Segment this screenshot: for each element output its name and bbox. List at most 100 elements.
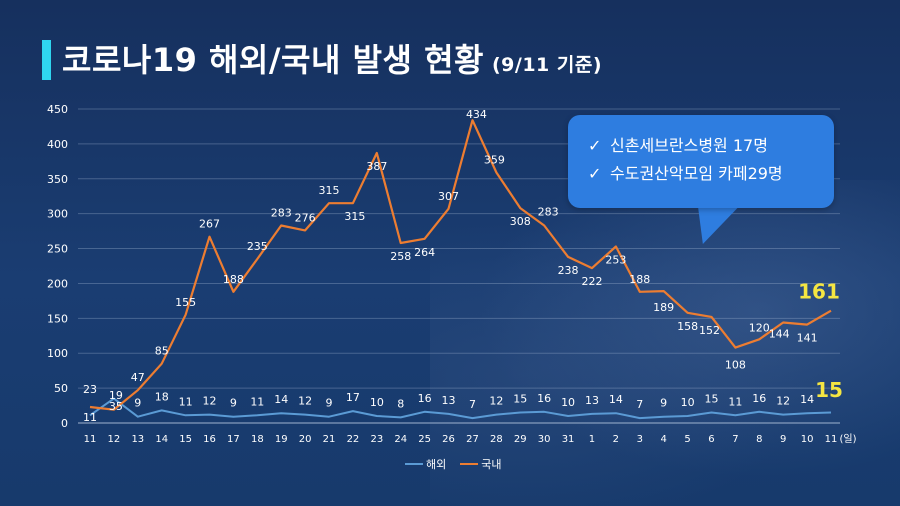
legend-swatch <box>460 463 479 465</box>
legend-label: 해외 <box>426 458 447 471</box>
data-label-overseas: 15 <box>815 378 843 402</box>
y-tick-label: 450 <box>47 103 68 116</box>
x-tick-label: 13 <box>131 434 144 445</box>
data-label-overseas: 10 <box>370 396 384 409</box>
y-tick-label: 0 <box>61 417 68 430</box>
x-tick-label: 21 <box>323 434 336 445</box>
data-label-overseas: 13 <box>442 394 456 407</box>
data-label-overseas: 11 <box>728 395 742 408</box>
x-tick-label: 16 <box>203 434 216 445</box>
data-label-domestic: 264 <box>414 246 435 259</box>
data-label-overseas: 18 <box>155 390 169 403</box>
x-tick-label: 3 <box>637 434 643 445</box>
legend-label: 국내 <box>481 458 502 471</box>
x-tick-label: 28 <box>490 434 503 445</box>
data-label-overseas: 12 <box>776 395 790 408</box>
y-tick-label: 250 <box>47 243 68 256</box>
x-tick-label: 24 <box>394 434 407 445</box>
title-subtitle: (9/11 기준) <box>491 54 603 76</box>
data-label-domestic: 144 <box>769 328 790 341</box>
x-tick-label: 1 <box>589 434 595 445</box>
data-label-overseas: 9 <box>326 397 333 410</box>
data-label-domestic: 267 <box>199 218 220 231</box>
data-label-domestic: 188 <box>223 273 244 286</box>
x-tick-label: 14 <box>155 434 168 445</box>
data-label-domestic: 152 <box>699 324 720 337</box>
data-label-domestic: 283 <box>271 207 292 220</box>
data-label-overseas: 10 <box>561 396 575 409</box>
x-tick-label: 8 <box>756 434 762 445</box>
x-tick-label: 5 <box>684 434 690 445</box>
x-tick-label: 10 <box>801 434 814 445</box>
title-accent-bar <box>42 40 51 80</box>
callout-box: ✓ 신촌세브란스병원 17명 ✓ 수도권산악모임 카페29명 <box>568 115 834 208</box>
data-label-overseas: 35 <box>109 400 123 413</box>
x-tick-label: 12 <box>108 434 121 445</box>
data-label-overseas: 11 <box>83 411 97 424</box>
data-label-overseas: 16 <box>752 392 766 405</box>
y-tick-label: 200 <box>47 277 68 290</box>
x-tick-label: 26 <box>442 434 455 445</box>
legend-swatch <box>405 463 423 465</box>
x-tick-label: 30 <box>538 434 551 445</box>
data-label-domestic: 283 <box>538 206 559 219</box>
data-label-overseas: 12 <box>489 395 503 408</box>
legend-item-domestic: 국내 <box>460 456 502 472</box>
data-label-domestic: 315 <box>344 210 365 223</box>
x-tick-label: 11 <box>84 434 97 445</box>
data-label-domestic: 141 <box>797 332 818 345</box>
y-tick-label: 100 <box>47 347 68 360</box>
x-tick-label: 9 <box>780 434 786 445</box>
x-tick-label: 17 <box>227 434 240 445</box>
data-label-overseas: 9 <box>134 397 141 410</box>
data-label-overseas: 7 <box>636 398 643 411</box>
data-label-overseas: 15 <box>513 393 527 406</box>
title-main: 코로나19 해외/국내 발생 현황 <box>62 41 484 79</box>
data-label-domestic: 387 <box>366 160 387 173</box>
x-tick-label: 22 <box>347 434 360 445</box>
page-title: 코로나19 해외/국내 발생 현황 (9/11 기준) <box>62 38 602 82</box>
data-label-overseas: 11 <box>250 395 264 408</box>
y-tick-label: 50 <box>54 382 68 395</box>
x-tick-label: 6 <box>708 434 714 445</box>
x-tick-label: 2 <box>613 434 619 445</box>
data-label-domestic: 23 <box>83 383 97 396</box>
data-label-domestic: 120 <box>749 321 770 334</box>
data-label-overseas: 16 <box>537 392 551 405</box>
x-tick-label: 19 <box>275 434 288 445</box>
data-label-domestic: 434 <box>466 108 487 121</box>
data-label-domestic: 158 <box>677 320 698 333</box>
data-label-domestic: 222 <box>581 275 602 288</box>
data-label-domestic: 188 <box>629 273 650 286</box>
data-label-overseas: 9 <box>660 397 667 410</box>
check-icon: ✓ <box>588 136 602 155</box>
callout-item-text: 수도권산악모임 카페29명 <box>610 164 783 183</box>
data-label-overseas: 12 <box>203 395 217 408</box>
data-label-overseas: 11 <box>179 395 193 408</box>
data-label-overseas: 8 <box>397 397 404 410</box>
data-label-domestic: 238 <box>558 264 579 277</box>
data-label-overseas: 14 <box>274 393 288 406</box>
data-label-domestic: 359 <box>484 153 505 166</box>
background-photo <box>430 180 900 506</box>
data-label-domestic: 235 <box>247 240 268 253</box>
data-label-overseas: 10 <box>681 396 695 409</box>
callout-item: ✓ 수도권산악모임 카페29명 <box>588 160 783 188</box>
series-line-overseas <box>89 397 832 420</box>
data-label-overseas: 14 <box>800 393 814 406</box>
y-tick-label: 300 <box>47 208 68 221</box>
data-label-domestic: 253 <box>605 253 626 266</box>
check-icon: ✓ <box>588 164 602 183</box>
x-tick-label: 11 <box>825 434 838 445</box>
x-unit-label: (일) <box>839 433 856 445</box>
callout-item: ✓ 신촌세브란스병원 17명 <box>588 132 783 160</box>
x-tick-label: 29 <box>514 434 527 445</box>
x-tick-label: 18 <box>251 434 264 445</box>
x-tick-label: 4 <box>660 434 666 445</box>
data-label-overseas: 7 <box>469 398 476 411</box>
data-label-overseas: 17 <box>346 391 360 404</box>
y-tick-label: 350 <box>47 173 68 186</box>
data-label-domestic: 19 <box>109 389 123 402</box>
data-label-domestic: 315 <box>319 184 340 197</box>
